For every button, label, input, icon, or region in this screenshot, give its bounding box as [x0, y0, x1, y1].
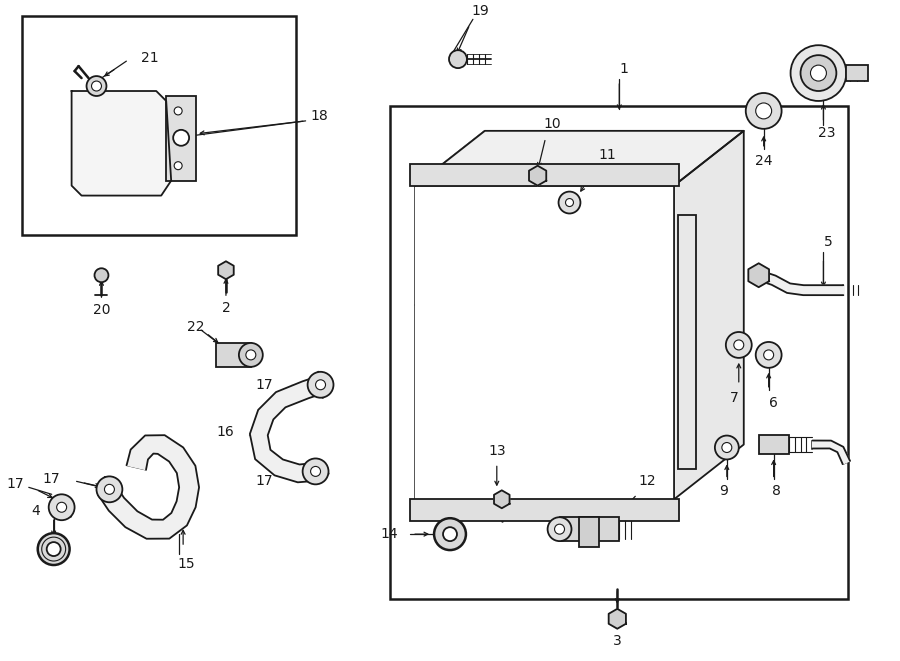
Text: 22: 22 [187, 320, 205, 334]
Bar [678, 215, 696, 469]
Bar [580, 517, 599, 547]
Bar [22, 17, 296, 235]
Circle shape [756, 342, 781, 368]
Text: 11: 11 [598, 148, 616, 162]
Circle shape [443, 527, 457, 541]
Text: 14: 14 [381, 527, 398, 541]
Circle shape [811, 65, 826, 81]
Circle shape [94, 268, 108, 282]
Text: 2: 2 [221, 301, 230, 315]
Circle shape [175, 107, 182, 115]
Circle shape [725, 332, 752, 358]
Circle shape [310, 467, 320, 477]
Polygon shape [674, 131, 743, 499]
Text: 20: 20 [93, 303, 110, 317]
Text: 8: 8 [772, 485, 781, 498]
Circle shape [449, 50, 467, 68]
Polygon shape [415, 186, 674, 499]
Circle shape [764, 350, 774, 360]
Polygon shape [494, 490, 509, 508]
Polygon shape [98, 435, 199, 539]
Bar [166, 96, 196, 180]
Text: 17: 17 [255, 378, 273, 392]
Text: 16: 16 [216, 424, 234, 438]
Circle shape [38, 533, 69, 565]
Text: 9: 9 [719, 485, 728, 498]
Text: 17: 17 [42, 473, 59, 486]
Circle shape [790, 45, 846, 101]
Circle shape [302, 459, 328, 485]
Bar [759, 434, 788, 455]
Circle shape [756, 103, 771, 119]
Text: 23: 23 [818, 126, 835, 140]
Circle shape [246, 350, 256, 360]
Polygon shape [608, 609, 626, 629]
Polygon shape [250, 376, 323, 483]
Bar [410, 164, 679, 186]
Text: 15: 15 [177, 557, 195, 571]
Circle shape [559, 192, 580, 214]
Polygon shape [415, 131, 743, 186]
Text: 3: 3 [613, 634, 622, 648]
Text: 4: 4 [32, 504, 40, 518]
Bar [216, 343, 251, 367]
Circle shape [173, 130, 189, 146]
Text: 19: 19 [471, 5, 489, 19]
Circle shape [175, 162, 182, 170]
Circle shape [554, 524, 564, 534]
Bar [391, 106, 849, 599]
Text: 24: 24 [755, 154, 772, 168]
Polygon shape [529, 166, 546, 186]
Text: 6: 6 [770, 396, 778, 410]
Circle shape [86, 76, 106, 96]
Text: 17: 17 [6, 477, 23, 491]
Text: 18: 18 [310, 109, 328, 123]
Circle shape [96, 477, 122, 502]
Polygon shape [218, 261, 234, 279]
Circle shape [92, 81, 102, 91]
Bar [846, 65, 868, 81]
Circle shape [104, 485, 114, 494]
Text: 1: 1 [620, 62, 629, 76]
Circle shape [316, 380, 326, 390]
Text: 21: 21 [141, 51, 159, 65]
Circle shape [238, 343, 263, 367]
Circle shape [746, 93, 781, 129]
Circle shape [565, 198, 573, 206]
Circle shape [722, 442, 732, 453]
Text: 10: 10 [544, 117, 562, 131]
Polygon shape [813, 440, 850, 464]
Circle shape [57, 502, 67, 512]
Text: 17: 17 [255, 475, 273, 488]
Text: 7: 7 [729, 391, 738, 405]
Circle shape [49, 494, 75, 520]
Circle shape [308, 372, 334, 398]
Text: 12: 12 [638, 475, 656, 488]
Bar [410, 499, 679, 521]
Bar [560, 517, 619, 541]
Polygon shape [72, 91, 171, 196]
Polygon shape [757, 270, 843, 295]
Circle shape [47, 542, 60, 556]
Circle shape [715, 436, 739, 459]
Text: 5: 5 [824, 235, 832, 249]
Circle shape [734, 340, 743, 350]
Polygon shape [748, 263, 769, 287]
Text: 13: 13 [488, 444, 506, 459]
Circle shape [547, 517, 572, 541]
Circle shape [800, 55, 836, 91]
Circle shape [434, 518, 466, 550]
